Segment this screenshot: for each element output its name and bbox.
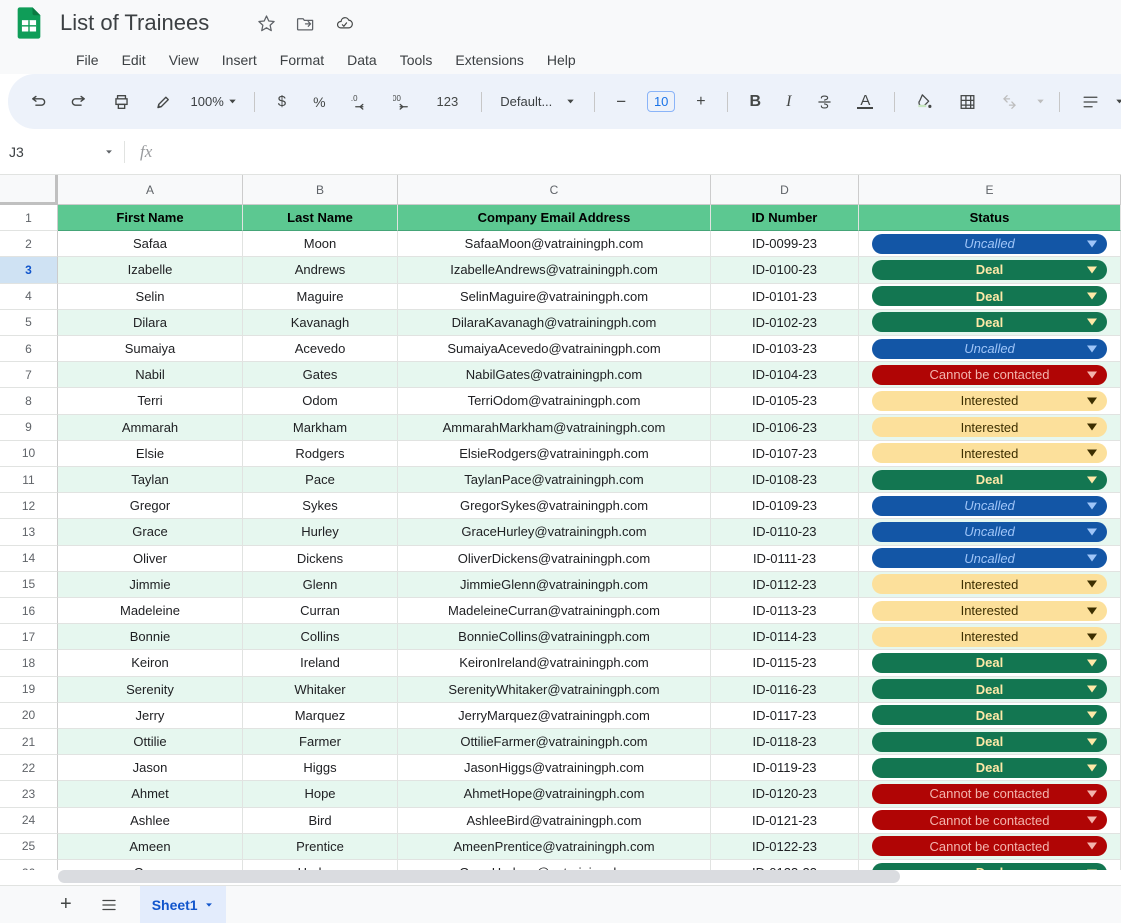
svg-text:.0: .0 [351, 94, 358, 103]
svg-text:.00: .00 [393, 94, 401, 103]
